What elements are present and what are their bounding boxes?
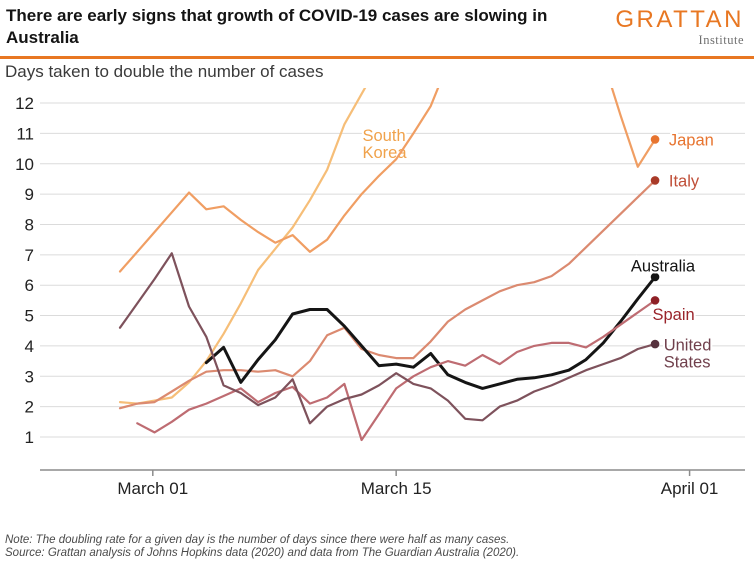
series-line-united-states bbox=[118, 252, 657, 425]
accent-divider bbox=[0, 56, 754, 59]
x-tick-label: April 01 bbox=[661, 479, 719, 498]
series-label-japan: Japan bbox=[669, 132, 714, 150]
y-tick-label: 6 bbox=[25, 276, 34, 295]
series-line-japan bbox=[118, 88, 657, 273]
series-spain bbox=[136, 299, 657, 442]
series-label-australia: Australia bbox=[631, 258, 696, 276]
series-united-states bbox=[118, 252, 657, 425]
series-japan bbox=[118, 88, 657, 273]
series-label-italy: Italy bbox=[669, 173, 700, 191]
series-end-dot-spain bbox=[650, 296, 660, 305]
note-line: Note: The doubling rate for a given day … bbox=[5, 534, 510, 546]
series-label-south-korea: South Korea bbox=[363, 127, 408, 162]
x-axis: March 01 March 15 April 01 bbox=[40, 469, 745, 498]
series-end-dot-italy bbox=[650, 176, 660, 185]
series-label-united-states: United States bbox=[664, 336, 712, 371]
grattan-logo: GRATTAN Institute bbox=[615, 8, 744, 48]
series-line-italy bbox=[118, 179, 657, 410]
series-end-dot-japan bbox=[650, 135, 660, 144]
series-label-spain: Spain bbox=[652, 306, 694, 324]
grattan-logo-institute: Institute bbox=[698, 33, 744, 47]
x-tick-label: March 15 bbox=[361, 479, 432, 498]
series-line-south-korea bbox=[118, 88, 367, 405]
series-end-dot-united-states bbox=[650, 339, 660, 349]
y-tick-label: 9 bbox=[25, 185, 34, 204]
gridlines bbox=[40, 102, 745, 438]
y-tick-label: 11 bbox=[16, 124, 34, 143]
source-line: Source: Grattan analysis of Johns Hopkin… bbox=[5, 547, 520, 559]
page-title: There are early signs that growth of COV… bbox=[6, 6, 548, 47]
y-tick-label: 4 bbox=[25, 337, 34, 356]
series-italy bbox=[118, 179, 657, 410]
y-tick-label: 5 bbox=[25, 307, 34, 326]
footnotes: Note: The doubling rate for a given day … bbox=[5, 534, 519, 560]
series-end-dot-australia bbox=[650, 272, 660, 282]
x-tick-label: March 01 bbox=[117, 479, 188, 498]
y-tick-label: 1 bbox=[25, 428, 34, 447]
y-tick-label: 12 bbox=[15, 94, 34, 113]
grattan-logo-wordmark: GRATTAN bbox=[615, 6, 744, 33]
y-tick-label: 2 bbox=[25, 398, 34, 417]
series-line-spain bbox=[136, 299, 657, 442]
series-australia bbox=[204, 275, 657, 390]
series-line-australia bbox=[204, 275, 657, 390]
series-south-korea bbox=[118, 88, 367, 405]
y-tick-label: 3 bbox=[25, 367, 34, 386]
y-tick-label: 10 bbox=[15, 155, 34, 174]
y-tick-label: 7 bbox=[25, 246, 34, 265]
chart-subtitle: Days taken to double the number of cases bbox=[5, 62, 324, 81]
y-tick-label: 8 bbox=[25, 215, 34, 234]
